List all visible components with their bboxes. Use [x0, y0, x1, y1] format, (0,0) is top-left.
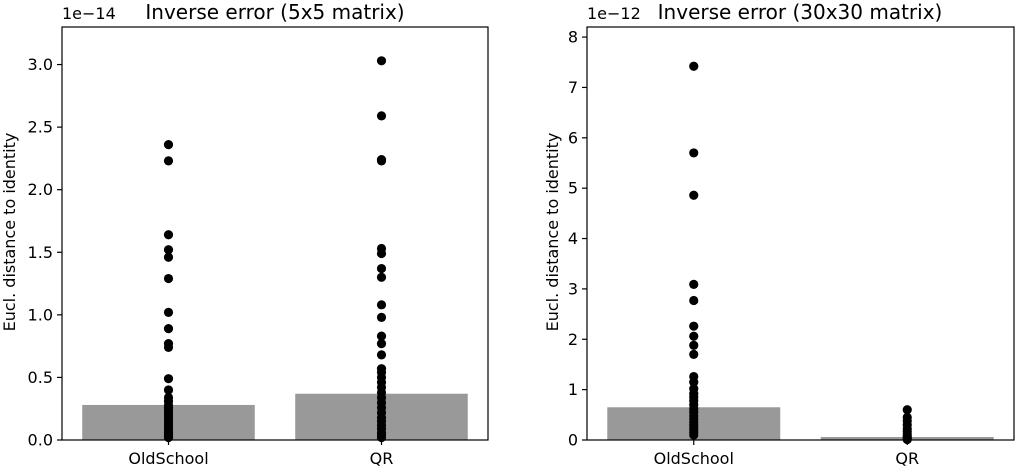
data-point: [376, 339, 387, 349]
y-tick-label: 0.0: [28, 431, 53, 450]
data-point: [376, 331, 387, 341]
axis-offset-label: 1e−14: [62, 4, 116, 23]
y-tick-label: 3.0: [28, 55, 53, 74]
bars: [82, 393, 468, 440]
data-point: [376, 263, 387, 274]
x-tick-label: OldSchool: [654, 449, 734, 466]
x-ticks: OldSchool QR: [128, 440, 393, 466]
y-tick-label: 1: [568, 380, 578, 399]
data-point: [689, 61, 699, 71]
y-tick-label: 0.5: [28, 368, 53, 387]
y-tick-label: 1.0: [28, 305, 53, 324]
y-axis-label: Eucl. distance to identity: [0, 133, 19, 332]
data-point: [689, 321, 699, 331]
y-tick-label: 1.5: [28, 243, 53, 262]
y-tick-label: 4: [568, 229, 578, 248]
data-point: [163, 156, 174, 166]
data-point: [376, 56, 387, 66]
plot-frame: [61, 26, 489, 441]
data-point: [376, 111, 387, 121]
data-point: [689, 340, 699, 350]
chart-30x30: Inverse error (30x30 matrix) 1e−12 Eucl.…: [543, 0, 1015, 466]
bars: [607, 407, 994, 440]
data-point: [689, 430, 699, 440]
y-tick-label: 3: [568, 279, 578, 298]
data-point: [163, 230, 174, 240]
data-point: [163, 252, 174, 262]
y-ticks: 0 1 2 3 4 5 6 7 8: [568, 28, 587, 450]
data-point: [689, 279, 699, 289]
chart-title: Inverse error (30x30 matrix): [658, 0, 943, 24]
x-tick-label: QR: [370, 449, 394, 466]
plot-frame: [586, 26, 1015, 441]
data-point: [689, 377, 699, 387]
y-tick-label: 2.0: [28, 180, 53, 199]
y-tick-label: 8: [568, 28, 578, 47]
x-tick-label: QR: [895, 449, 919, 466]
y-axis-label: Eucl. distance to identity: [543, 133, 562, 332]
data-point: [376, 272, 387, 282]
data-point: [376, 350, 387, 360]
x-tick-label: OldSchool: [128, 449, 208, 466]
data-point: [163, 245, 174, 255]
y-tick-label: 6: [568, 128, 578, 147]
y-tick-label: 5: [568, 179, 578, 198]
data-point: [689, 331, 699, 341]
data-point: [163, 324, 174, 334]
data-point: [163, 385, 174, 395]
data-point: [376, 300, 387, 310]
points: [163, 56, 387, 443]
y-tick-label: 2: [568, 330, 578, 349]
y-tick-label: 0: [568, 431, 578, 450]
data-point: [376, 156, 387, 166]
y-ticks: 0.0 0.5 1.0 1.5 2.0 2.5 3.0: [28, 55, 62, 450]
data-point: [689, 295, 699, 306]
data-point: [689, 190, 699, 200]
data-point: [163, 307, 174, 317]
data-point: [163, 342, 174, 352]
data-point: [376, 312, 387, 322]
data-point: [163, 273, 174, 284]
data-point: [163, 140, 174, 150]
x-ticks: OldSchool QR: [654, 440, 919, 466]
data-point: [902, 405, 912, 415]
chart-5x5: Inverse error (5x5 matrix) 1e−14 Eucl. d…: [0, 0, 489, 466]
data-point: [376, 248, 387, 259]
chart-title: Inverse error (5x5 matrix): [145, 0, 404, 24]
y-tick-label: 2.5: [28, 118, 53, 137]
y-tick-label: 7: [568, 78, 578, 97]
data-point: [689, 349, 699, 359]
points: [689, 61, 912, 445]
data-point: [163, 374, 174, 384]
axis-offset-label: 1e−12: [587, 4, 641, 23]
data-point: [689, 148, 699, 158]
